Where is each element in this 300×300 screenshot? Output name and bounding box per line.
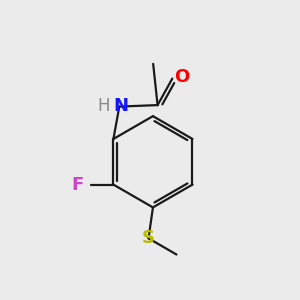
Text: S: S	[142, 229, 155, 247]
Text: N: N	[113, 97, 128, 115]
Text: O: O	[174, 68, 189, 86]
Text: F: F	[71, 176, 84, 194]
Text: H: H	[98, 97, 110, 115]
